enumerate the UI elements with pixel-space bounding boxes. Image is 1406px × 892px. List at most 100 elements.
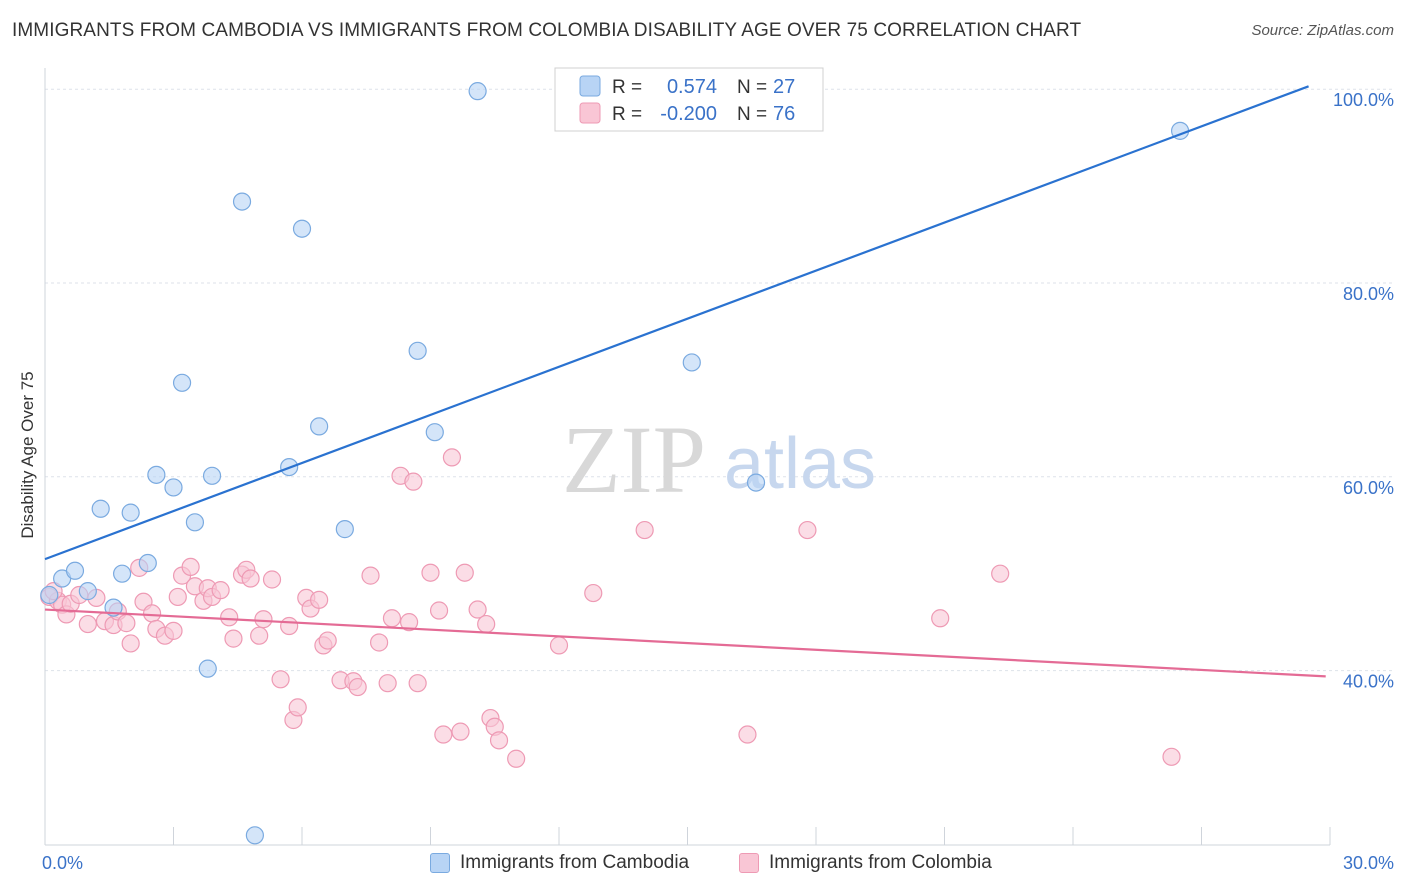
point-colombia: [507, 749, 526, 768]
legend-item-colombia[interactable]: Immigrants from Colombia: [739, 852, 992, 874]
stats-n-value-colombia: 76: [773, 103, 795, 125]
bottom-legend: Immigrants from Cambodia Immigrants from…: [0, 852, 1406, 878]
point-cambodia: [682, 353, 701, 372]
point-colombia: [442, 448, 462, 467]
point-cambodia: [468, 82, 487, 101]
point-colombia: [1162, 747, 1181, 766]
point-cambodia: [78, 582, 97, 601]
watermark-zip: ZIP: [562, 406, 706, 513]
stats-r-value-cambodia: 0.574: [667, 76, 717, 98]
y-tick-label: 80.0%: [1343, 284, 1394, 304]
point-colombia: [348, 677, 367, 697]
legend-label-cambodia: Immigrants from Cambodia: [460, 852, 690, 873]
point-colombia: [991, 564, 1010, 583]
stats-legend: R = 0.574 N = 27 R = -0.200 N = 76: [554, 67, 824, 132]
x-tick-label: 30.0%: [1343, 853, 1394, 873]
point-colombia: [318, 631, 337, 650]
point-cambodia: [746, 473, 766, 492]
point-colombia: [477, 614, 496, 634]
point-colombia: [181, 557, 200, 577]
point-colombia: [220, 608, 239, 627]
y-tick-label: 100.0%: [1333, 90, 1394, 110]
stats-n-value-cambodia: 27: [773, 76, 795, 98]
point-colombia: [378, 674, 397, 693]
point-cambodia: [40, 585, 59, 605]
point-colombia: [78, 614, 97, 634]
gridlines: [45, 88, 1395, 672]
point-cambodia: [335, 520, 354, 539]
point-colombia: [361, 566, 380, 585]
point-colombia: [451, 722, 470, 741]
point-colombia: [254, 610, 273, 629]
point-cambodia: [164, 478, 183, 497]
point-colombia: [382, 609, 402, 628]
point-colombia: [142, 604, 162, 623]
legend-item-cambodia[interactable]: Immigrants from Cambodia: [430, 852, 689, 874]
point-colombia: [429, 601, 449, 620]
point-cambodia: [232, 192, 252, 211]
point-cambodia: [198, 659, 217, 678]
stats-r-value-colombia: -0.200: [660, 103, 717, 125]
series-cambodia-points: [40, 82, 1190, 845]
point-cambodia: [245, 826, 264, 845]
axes: 40.0% 60.0% 80.0% 100.0% 0.0% 30.0%: [42, 68, 1394, 873]
y-tick-label: 40.0%: [1343, 672, 1394, 692]
source-label: Source: ZipAtlas.com: [1251, 22, 1394, 39]
point-colombia: [370, 633, 389, 652]
point-colombia: [164, 621, 183, 640]
point-cambodia: [112, 564, 132, 583]
stats-r-label-cambodia: R =: [612, 77, 642, 98]
trend-lines: [44, 85, 1326, 678]
point-colombia: [635, 520, 654, 540]
x-tick-label: 0.0%: [42, 853, 83, 873]
stats-n-label-cambodia: N =: [737, 77, 767, 98]
point-colombia: [224, 629, 243, 648]
legend-label-colombia: Immigrants from Colombia: [769, 852, 992, 873]
stats-swatch-cambodia: [579, 75, 601, 97]
point-colombia: [117, 614, 136, 633]
point-cambodia: [310, 417, 329, 436]
point-colombia: [262, 570, 282, 589]
chart-title: IMMIGRANTS FROM CAMBODIA VS IMMIGRANTS F…: [12, 20, 1082, 41]
point-colombia: [250, 626, 269, 645]
point-cambodia: [121, 503, 140, 522]
point-colombia: [931, 609, 950, 628]
point-cambodia: [138, 553, 157, 573]
point-cambodia: [65, 561, 85, 580]
point-colombia: [798, 520, 817, 540]
trend-line-cambodia: [44, 85, 1309, 561]
point-colombia: [211, 581, 230, 600]
point-cambodia: [172, 373, 192, 392]
point-colombia: [408, 674, 427, 693]
point-colombia: [434, 725, 453, 744]
point-cambodia: [147, 465, 166, 484]
point-colombia: [241, 569, 260, 588]
legend-swatch-cambodia: [430, 853, 450, 873]
legend-swatch-colombia: [739, 853, 759, 873]
point-colombia: [549, 636, 569, 655]
stats-r-label-colombia: R =: [612, 104, 642, 125]
point-cambodia: [91, 499, 110, 518]
point-cambodia: [185, 513, 205, 532]
point-cambodia: [292, 219, 312, 238]
y-tick-label: 60.0%: [1343, 478, 1394, 498]
point-colombia: [455, 563, 474, 582]
point-cambodia: [408, 341, 427, 360]
stats-swatch-colombia: [579, 102, 601, 124]
point-colombia: [288, 698, 307, 717]
y-axis-title: Disability Age Over 75: [18, 371, 37, 538]
stats-n-label-colombia: N =: [737, 104, 767, 125]
point-colombia: [280, 616, 299, 636]
point-cambodia: [425, 423, 444, 442]
point-colombia: [584, 583, 603, 603]
point-colombia: [421, 563, 440, 582]
point-colombia: [404, 472, 423, 491]
point-colombia: [271, 670, 290, 689]
y-axis-title-group: Disability Age Over 75: [18, 371, 37, 538]
point-colombia: [738, 725, 757, 744]
point-colombia: [121, 634, 140, 653]
watermark: ZIP atlas: [562, 406, 876, 513]
watermark-atlas: atlas: [724, 424, 876, 504]
point-colombia: [168, 587, 187, 607]
trend-line-colombia: [44, 608, 1326, 678]
